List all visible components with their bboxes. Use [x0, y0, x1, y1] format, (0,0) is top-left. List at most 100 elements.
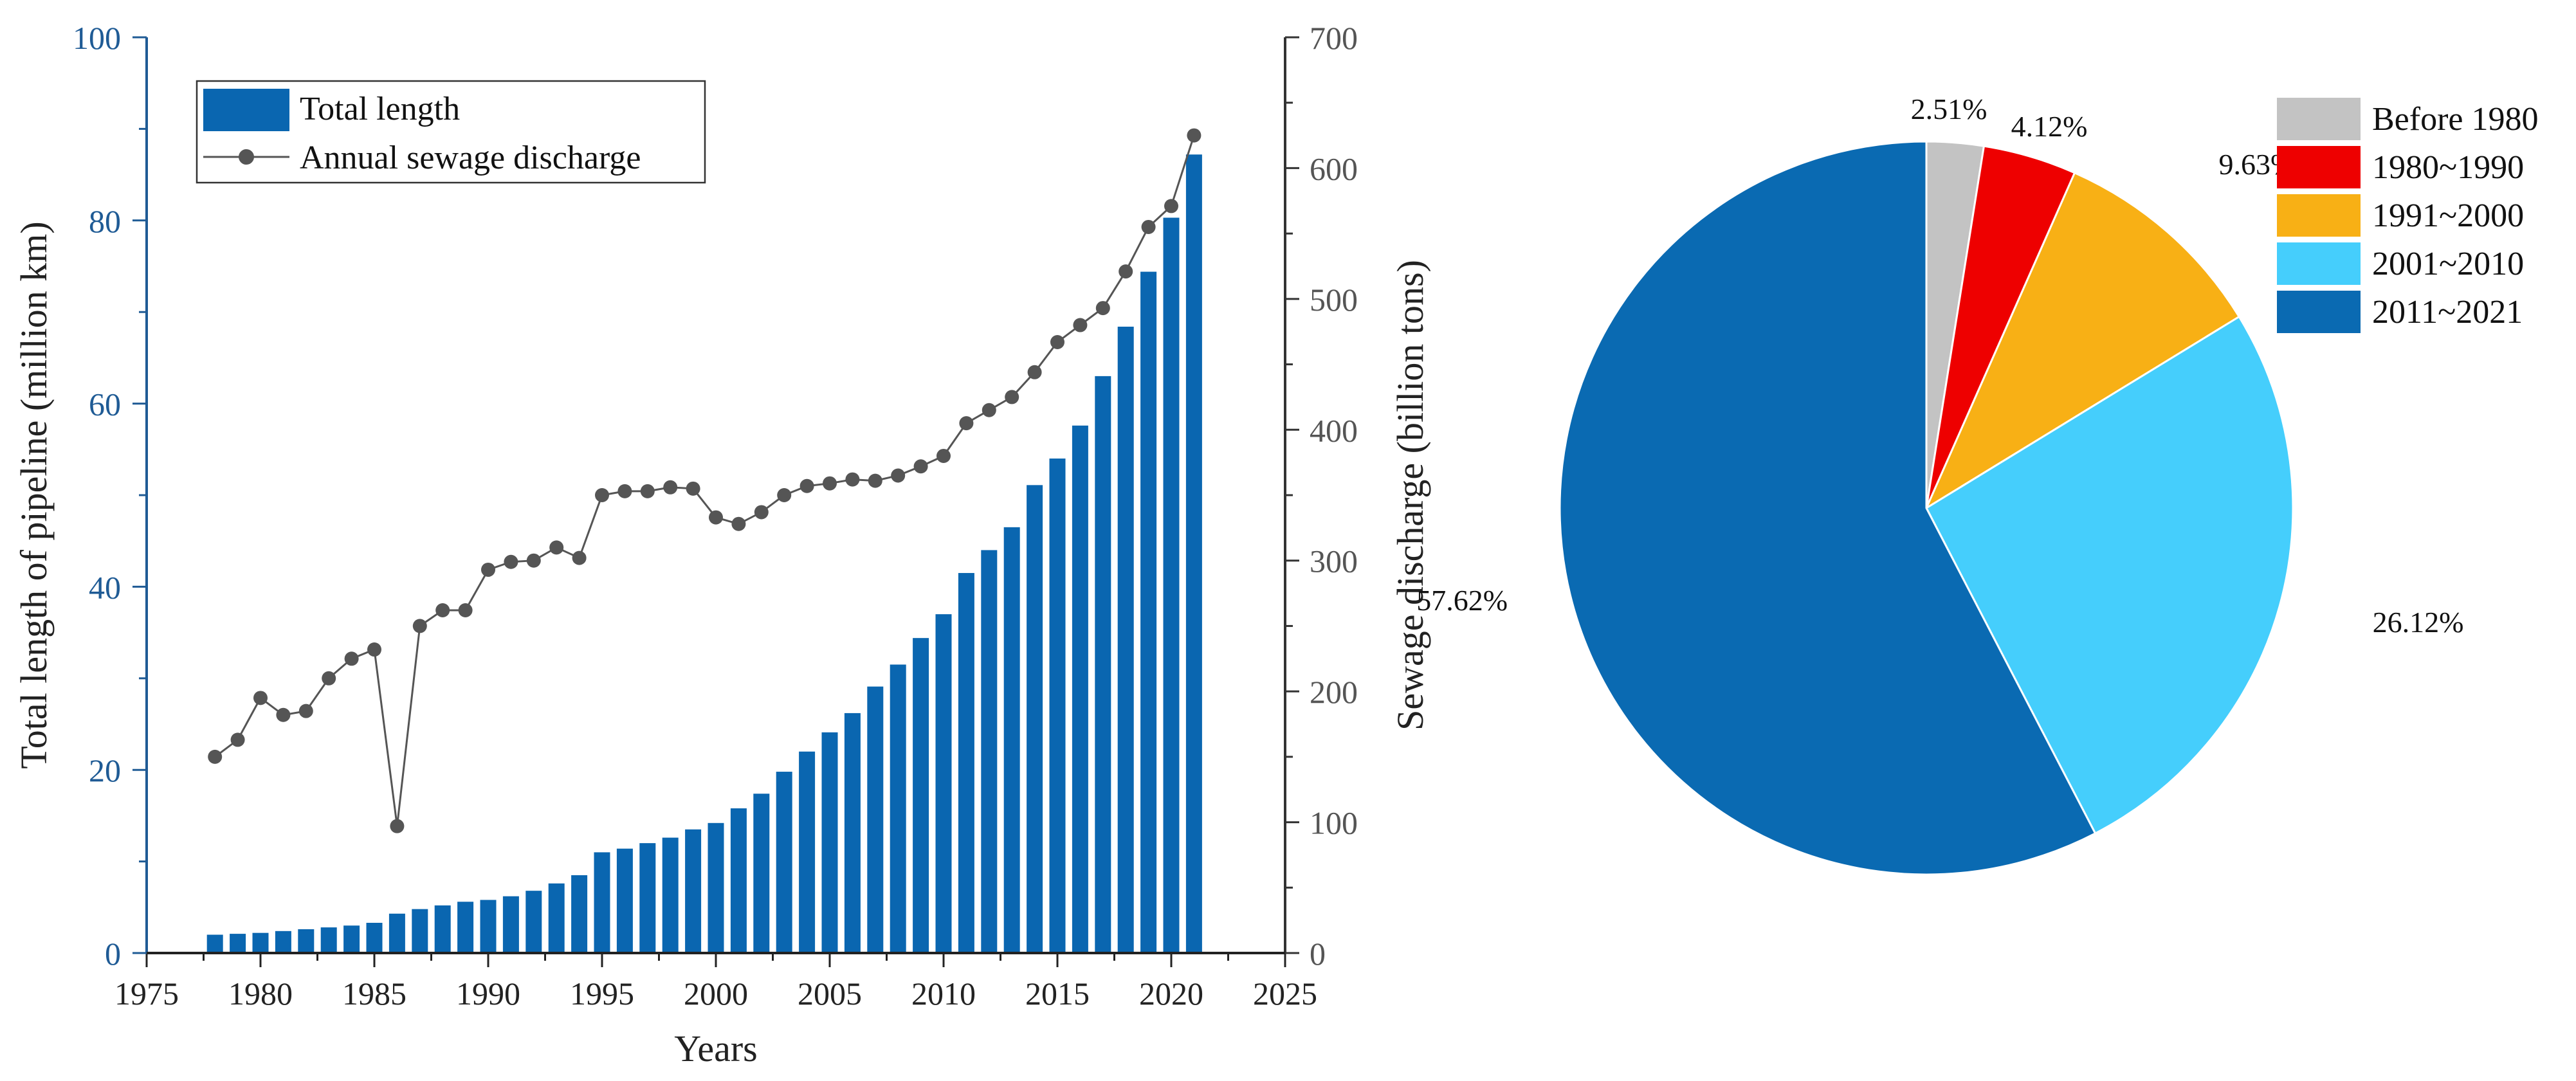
pie-legend-label-3: 2001~2010 [2372, 246, 2524, 282]
sewage-point-2012 [982, 403, 996, 417]
sewage-point-2010 [936, 448, 951, 463]
sewage-point-2004 [799, 478, 814, 493]
bar-2018 [1117, 326, 1134, 953]
x-tick-label: 2010 [911, 976, 976, 1012]
x-tick-label: 1995 [570, 976, 634, 1012]
pie-label-1: 4.12% [2011, 110, 2088, 143]
bar-2012 [981, 550, 998, 953]
y-axis-left-title: Total length of pipeline (million km) [13, 221, 55, 768]
pipeline-age-pie-chart: 2.51%4.12%9.63%26.12%57.62% Before 19801… [1416, 93, 2538, 876]
bar-1991 [502, 896, 519, 953]
sewage-point-2002 [754, 505, 769, 520]
y-axis-right-title: Sewage discharge (billion tons) [1389, 260, 1431, 731]
bar-2005 [821, 732, 838, 953]
y-ticks-right: 0 100 200 300 400 500 600 700 [1285, 20, 1358, 972]
sewage-point-1993 [549, 540, 564, 555]
sewage-point-2000 [709, 510, 723, 525]
bar-1987 [412, 909, 428, 953]
sewage-point-1978 [208, 749, 223, 764]
sewage-point-2006 [845, 472, 860, 487]
sewage-point-2021 [1187, 128, 1201, 143]
bar-series-total-length [206, 154, 1202, 954]
pie-slice-3 [1925, 315, 2294, 835]
sewage-point-1999 [686, 481, 700, 496]
bar-1981 [275, 931, 291, 953]
y-left-tick-label: 100 [73, 20, 121, 56]
y-right-tick-label: 300 [1310, 543, 1358, 579]
pie-legend-swatch-2 [2277, 194, 2361, 237]
sewage-point-2015 [1050, 334, 1064, 349]
sewage-point-1988 [435, 603, 450, 618]
bar-1988 [434, 905, 451, 953]
y-left-tick-label: 60 [89, 386, 121, 422]
sewage-point-1989 [458, 603, 473, 618]
bar-2020 [1163, 217, 1180, 953]
sewage-point-1991 [504, 554, 518, 569]
bar-2004 [799, 751, 816, 953]
bar-1979 [230, 934, 246, 953]
bar-2011 [958, 573, 974, 953]
sewage-point-1990 [481, 562, 495, 577]
pie-slice-2 [1924, 171, 2241, 511]
sewage-point-1979 [230, 732, 245, 747]
bar-1985 [366, 923, 383, 953]
sewage-point-1986 [390, 819, 405, 833]
bar-1990 [480, 900, 497, 953]
x-tick-label: 1980 [228, 976, 293, 1012]
x-axis-title: Years [674, 1028, 757, 1069]
bar-1978 [206, 934, 223, 953]
x-tick-label: 2025 [1253, 976, 1317, 1012]
pie-label-0: 2.51% [1911, 93, 1987, 125]
sewage-point-2013 [1005, 390, 1019, 404]
bar-2017 [1095, 376, 1111, 953]
bar-1999 [685, 829, 702, 953]
y-left-tick-label: 0 [105, 936, 121, 972]
sewage-point-2019 [1141, 219, 1156, 234]
combo-legend: Total length Annual sewage discharge [196, 80, 706, 184]
bar-1983 [320, 927, 337, 953]
sewage-point-2008 [891, 468, 906, 483]
sewage-line-path [214, 135, 1195, 826]
x-tick-label: 1985 [342, 976, 406, 1012]
pie-legend-swatch-4 [2277, 291, 2361, 333]
pie-legend-label-0: Before 1980 [2372, 101, 2538, 138]
pie-legend: Before 1980 1980~1990 1991~2000 2001~2010 20… [2277, 98, 2538, 333]
y-right-tick-label: 700 [1310, 20, 1358, 56]
sewage-point-1985 [367, 642, 381, 657]
pie-slice-4 [1558, 140, 2097, 876]
sewage-point-2003 [777, 488, 792, 502]
bar-2021 [1185, 154, 1202, 954]
sewage-point-1981 [276, 707, 291, 722]
sewage-point-2001 [731, 516, 746, 531]
y-right-tick-label: 200 [1310, 674, 1358, 710]
sewage-point-1987 [412, 619, 427, 633]
x-tick-label: 2000 [684, 976, 748, 1012]
sewage-point-1996 [617, 484, 632, 498]
bar-1986 [388, 913, 405, 953]
pie-label-3: 26.12% [2373, 606, 2464, 639]
bar-1980 [252, 932, 269, 953]
pie-label-4: 57.62% [1416, 584, 1508, 617]
y-left-tick-label: 40 [89, 569, 121, 605]
bar-2007 [867, 686, 884, 953]
line-series-sewage-discharge [208, 128, 1201, 833]
x-ticks: 1975 1980 1985 1990 1995 2000 2005 2010 2015 2020… [114, 953, 1317, 1012]
pie-legend-label-2: 1991~2000 [2372, 197, 2524, 234]
legend-marker-sewage [239, 149, 254, 165]
bar-1992 [525, 891, 542, 953]
sewage-point-2016 [1073, 318, 1088, 332]
sewage-point-2005 [823, 476, 837, 491]
bar-2008 [890, 664, 906, 953]
y-ticks-left: 0 20 40 60 80 100 [73, 20, 147, 972]
bar-2003 [776, 772, 792, 953]
bar-2015 [1049, 459, 1066, 953]
legend-swatch-total-length [203, 89, 289, 131]
bar-2016 [1072, 425, 1088, 953]
sewage-point-2020 [1164, 199, 1178, 213]
bar-2002 [753, 794, 770, 953]
x-tick-label: 2015 [1025, 976, 1090, 1012]
pie-legend-swatch-0 [2277, 98, 2361, 140]
bar-2001 [730, 808, 747, 953]
sewage-point-1982 [298, 704, 313, 718]
pie-legend-label-4: 2011~2021 [2372, 294, 2523, 331]
